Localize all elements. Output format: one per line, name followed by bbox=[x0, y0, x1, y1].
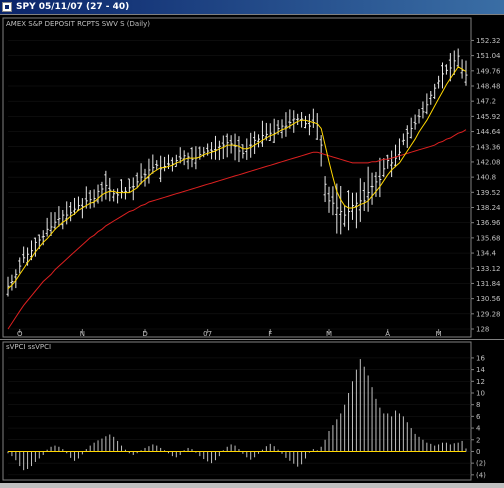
price-tick-label: 151.04 bbox=[476, 52, 501, 60]
indicator-tick-label: 10 bbox=[476, 389, 485, 397]
indicator-tick-label: 14 bbox=[476, 366, 485, 374]
price-tick-label: 131.84 bbox=[476, 280, 501, 288]
moving-average-lines bbox=[7, 66, 467, 330]
chart-canvas: AMEX S&P DEPOSIT RCPTS SWV S (Daily) 152… bbox=[0, 17, 504, 481]
title-bar: SPY 05/11/07 (27 - 40) bbox=[0, 0, 504, 14]
price-grid bbox=[8, 40, 471, 330]
indicator-tick-label: 0 bbox=[476, 448, 480, 456]
price-tick-label: 133.12 bbox=[476, 265, 501, 273]
price-tick-label: 129.28 bbox=[476, 310, 501, 318]
price-tick-label: 130.56 bbox=[476, 295, 501, 303]
chart-app-icon[interactable] bbox=[2, 2, 12, 12]
indicator-histogram bbox=[7, 359, 467, 471]
price-tick-label: 147.2 bbox=[476, 98, 496, 106]
date-tick-label: M bbox=[326, 330, 332, 338]
price-tick-label: 149.76 bbox=[476, 67, 501, 75]
price-tick-label: 139.52 bbox=[476, 189, 501, 197]
indicator-panel-border bbox=[2, 341, 472, 481]
date-tick-label: 07 bbox=[203, 330, 212, 338]
price-tick-label: 148.48 bbox=[476, 83, 501, 91]
price-tick-label: 145.92 bbox=[476, 113, 501, 121]
price-tick-label: 152.32 bbox=[476, 37, 501, 45]
date-axis: O N D 07 F M A M bbox=[17, 329, 442, 338]
indicator-axis: 16 14 12 10 8 6 4 2 0 (2) (4) bbox=[471, 354, 486, 479]
price-tick-label: 136.96 bbox=[476, 219, 501, 227]
price-axis: 152.32 151.04 149.76 148.48 147.2 145.92 144.6… bbox=[471, 37, 501, 334]
price-panel-border bbox=[2, 17, 472, 338]
date-tick-label: D bbox=[142, 330, 147, 338]
chart-window: AMEX S&P DEPOSIT RCPTS SWV S (Daily) 152… bbox=[0, 14, 504, 483]
date-tick-label: A bbox=[385, 330, 390, 338]
indicator-panel-label: sVPCI ssVPCI bbox=[6, 343, 51, 351]
fast-moving-average-line bbox=[7, 66, 467, 290]
price-tick-label: 134.4 bbox=[476, 250, 497, 258]
price-tick-label: 135.68 bbox=[476, 234, 501, 242]
price-bars bbox=[6, 48, 468, 297]
date-tick-label: O bbox=[17, 330, 23, 338]
price-tick-label: 144.64 bbox=[476, 128, 501, 136]
price-panel-label: AMEX S&P DEPOSIT RCPTS SWV S (Daily) bbox=[6, 20, 150, 28]
price-tick-label: 128 bbox=[476, 326, 489, 334]
indicator-tick-label: 6 bbox=[476, 413, 481, 421]
price-tick-label: 143.36 bbox=[476, 143, 501, 151]
indicator-tick-label: 16 bbox=[476, 354, 485, 362]
indicator-grid bbox=[8, 357, 471, 476]
window-title: SPY 05/11/07 (27 - 40) bbox=[16, 2, 130, 12]
indicator-tick-label: 12 bbox=[476, 378, 485, 386]
indicator-tick-label: 8 bbox=[476, 401, 480, 409]
slow-moving-average-line bbox=[7, 129, 467, 330]
indicator-tick-label: (4) bbox=[476, 471, 486, 479]
indicator-tick-label: (2) bbox=[476, 460, 486, 468]
indicator-tick-label: 2 bbox=[476, 436, 480, 444]
date-tick-label: F bbox=[268, 330, 272, 338]
price-tick-label: 138.24 bbox=[476, 204, 501, 212]
date-tick-label: M bbox=[436, 330, 442, 338]
price-tick-label: 142.08 bbox=[476, 158, 501, 166]
indicator-tick-label: 4 bbox=[476, 425, 481, 433]
date-tick-label: N bbox=[80, 330, 85, 338]
price-tick-label: 140.8 bbox=[476, 174, 496, 182]
